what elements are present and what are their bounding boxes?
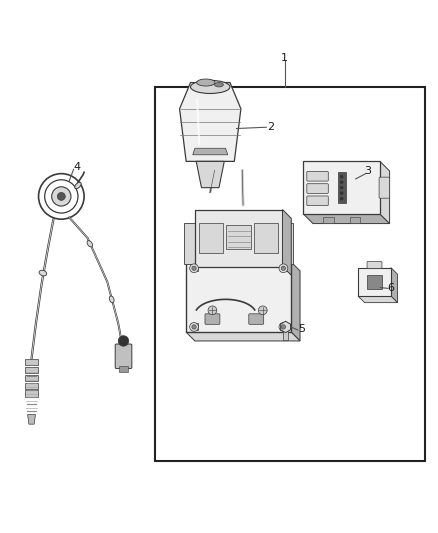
Polygon shape [180, 83, 241, 161]
Text: 6: 6 [388, 284, 395, 293]
Polygon shape [291, 262, 300, 341]
Circle shape [279, 322, 288, 332]
Polygon shape [196, 161, 224, 188]
Bar [155, 87, 425, 462]
Circle shape [208, 306, 217, 314]
Bar [280, 264, 288, 271]
Polygon shape [28, 415, 35, 424]
FancyBboxPatch shape [115, 344, 132, 368]
FancyBboxPatch shape [249, 314, 264, 324]
Polygon shape [303, 214, 390, 223]
Bar [350, 217, 360, 223]
Circle shape [340, 197, 343, 200]
Polygon shape [391, 268, 398, 303]
Polygon shape [184, 223, 196, 264]
Ellipse shape [215, 83, 223, 87]
Polygon shape [358, 296, 398, 303]
Circle shape [281, 325, 286, 329]
FancyBboxPatch shape [379, 177, 390, 198]
Text: 3: 3 [364, 166, 371, 176]
Circle shape [340, 186, 343, 189]
Text: 2: 2 [267, 122, 274, 132]
FancyBboxPatch shape [367, 262, 382, 269]
FancyBboxPatch shape [307, 196, 328, 206]
Text: 1: 1 [281, 53, 288, 63]
Circle shape [57, 192, 65, 200]
Bar [367, 275, 382, 289]
Polygon shape [193, 148, 228, 155]
Polygon shape [282, 223, 293, 264]
Ellipse shape [110, 296, 114, 303]
Circle shape [281, 266, 286, 270]
Circle shape [52, 187, 71, 206]
Bar [186, 262, 291, 332]
Circle shape [192, 325, 196, 329]
Bar [254, 223, 278, 253]
Ellipse shape [39, 270, 47, 276]
FancyBboxPatch shape [307, 172, 328, 181]
Circle shape [192, 266, 196, 270]
Polygon shape [281, 321, 290, 333]
Circle shape [340, 191, 343, 195]
Polygon shape [380, 161, 390, 223]
Ellipse shape [197, 79, 215, 86]
Ellipse shape [75, 182, 81, 189]
FancyBboxPatch shape [307, 184, 328, 193]
Circle shape [258, 306, 267, 314]
Ellipse shape [191, 80, 230, 93]
Bar [303, 161, 380, 214]
Bar [338, 172, 346, 203]
Bar [25, 359, 38, 365]
Circle shape [340, 181, 343, 184]
Text: 4: 4 [73, 161, 80, 172]
Circle shape [190, 322, 198, 332]
Bar [25, 383, 38, 389]
Bar [191, 264, 198, 271]
Bar [283, 328, 288, 340]
Bar [358, 268, 391, 296]
Text: 5: 5 [298, 324, 305, 334]
FancyBboxPatch shape [205, 314, 220, 324]
Polygon shape [283, 209, 291, 275]
Bar [323, 217, 334, 223]
Bar [25, 375, 38, 381]
Bar [280, 324, 288, 330]
Bar [191, 324, 198, 330]
Circle shape [118, 336, 129, 346]
Polygon shape [186, 332, 300, 341]
Bar [199, 223, 223, 253]
Circle shape [340, 175, 343, 179]
Bar [119, 366, 128, 373]
Bar [25, 391, 38, 397]
Bar [226, 225, 251, 249]
Circle shape [190, 264, 198, 273]
Ellipse shape [87, 240, 92, 247]
Bar [25, 367, 38, 373]
Bar [195, 209, 283, 266]
Circle shape [279, 264, 288, 273]
